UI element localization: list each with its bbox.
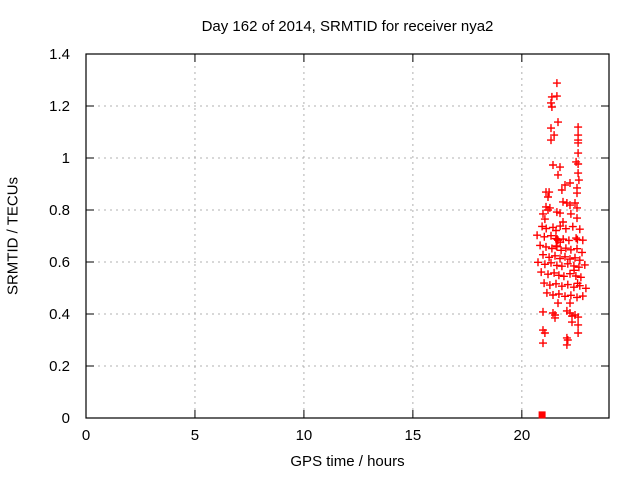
y-tick-label: 1.4 — [49, 46, 70, 63]
x-tick-label: 20 — [513, 427, 530, 444]
y-tick-label: 0.8 — [49, 202, 70, 219]
y-tick-label: 0.2 — [49, 358, 70, 375]
y-tick-label: 1 — [62, 150, 70, 167]
x-tick-label: 15 — [405, 427, 422, 444]
axis-ticks — [85, 53, 609, 419]
y-tick-label: 0.4 — [49, 306, 70, 323]
y-tick-labels: 0 0.2 0.4 0.6 0.8 1 1.2 1.4 — [49, 46, 70, 427]
grid-lines — [86, 54, 609, 418]
data-points-baseline-marker — [538, 411, 546, 419]
y-tick-label: 0.6 — [49, 254, 70, 271]
chart-title: Day 162 of 2014, SRMTID for receiver nya… — [201, 18, 494, 35]
x-tick-label: 5 — [191, 427, 199, 444]
plot-border — [85, 53, 610, 419]
square-marker — [538, 411, 546, 419]
x-tick-label: 0 — [82, 427, 90, 444]
data-points-srmtid-values — [533, 79, 590, 349]
plus-markers — [533, 79, 590, 349]
x-axis-label: GPS time / hours — [290, 453, 405, 470]
x-tick-labels: 0 5 10 15 20 — [82, 427, 530, 444]
x-tick-label: 10 — [296, 427, 313, 444]
y-tick-label: 1.2 — [49, 98, 70, 115]
y-tick-label: 0 — [62, 410, 70, 427]
